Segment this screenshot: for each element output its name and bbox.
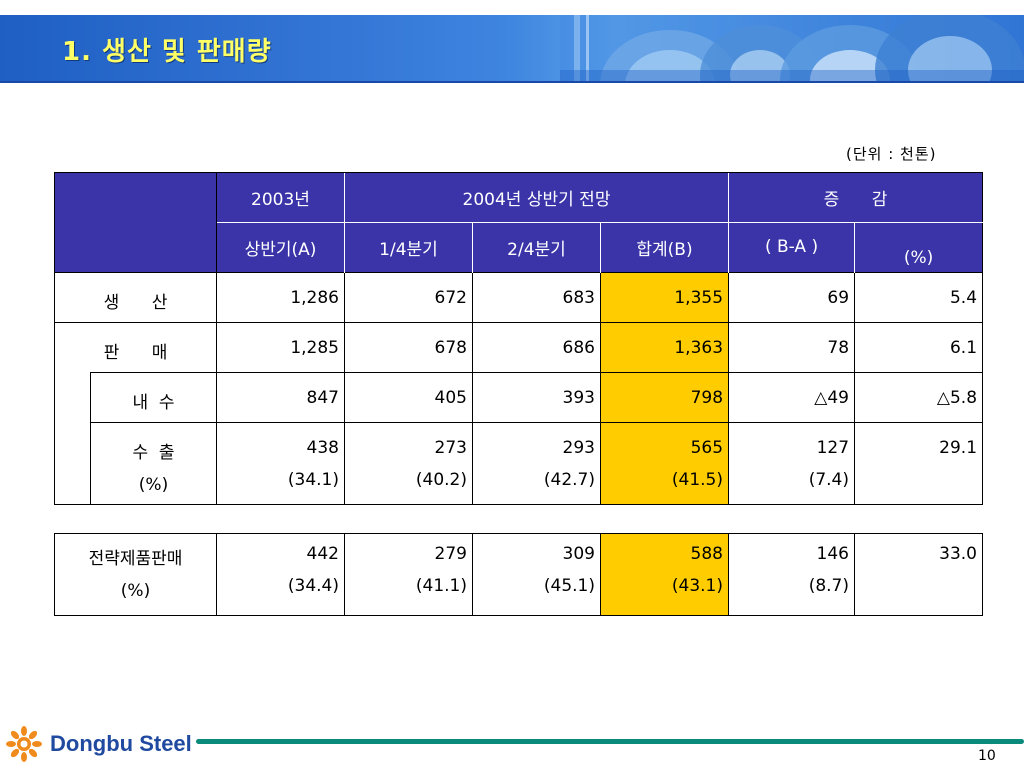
cell-production-diff: 69 xyxy=(728,272,856,323)
strategic-b: 588 xyxy=(690,544,723,564)
cell-strategic-q1: 279 (41.1) xyxy=(344,533,473,616)
strategic-label: 전략제품판매 xyxy=(88,549,183,569)
export-diff-pct: (7.4) xyxy=(808,470,850,490)
table-row-export: 수 출 (%) 438 (34.1) 273 (40.2) 293 (42.7)… xyxy=(55,422,984,505)
header-q1: 1/4분기 xyxy=(344,222,473,273)
cell-strategic-a: 442 (34.4) xyxy=(216,533,345,616)
page-number: 10 xyxy=(978,748,996,764)
export-a-pct: (34.1) xyxy=(287,470,339,490)
strategic-products-table: 전략제품판매 (%) 442 (34.4) 279 (41.1) 309 (45… xyxy=(54,533,983,616)
export-diff: 127 xyxy=(816,438,850,458)
cell-sales-pct: 6.1 xyxy=(854,322,984,373)
export-label: 수 출 xyxy=(132,443,175,463)
header-total-b: 합계(B) xyxy=(599,222,729,273)
header-2003: 2003년 xyxy=(216,172,345,223)
brand-name: Dongbu Steel xyxy=(50,731,192,756)
row-label-domestic: 내 수 xyxy=(90,372,217,423)
strategic-b-pct: (43.1) xyxy=(671,576,723,596)
corner-header xyxy=(54,172,217,273)
production-sales-table: 2003년 2004년 상반기 전망 증 감 상반기(A) 1/4분기 2/4분… xyxy=(54,172,984,505)
export-q1: 273 xyxy=(434,438,467,458)
cell-sales-q1: 678 xyxy=(344,322,473,373)
footer-line xyxy=(196,739,1024,744)
header-banner: 1. 생산 및 판매량 xyxy=(0,15,1024,83)
cell-sales-a: 1,285 xyxy=(216,322,345,373)
cell-domestic-diff: △49 xyxy=(728,372,856,423)
header-b-minus-a: ( B-A ) xyxy=(728,222,855,273)
cell-domestic-q2: 393 xyxy=(472,372,601,423)
cell-export-q2: 293 (42.7) xyxy=(472,422,601,505)
steel-coil-image xyxy=(560,15,1024,83)
header-first-half-a: 상반기(A) xyxy=(216,222,345,273)
row-label-export: 수 출 (%) xyxy=(90,422,217,505)
row-label-production: 생 산 xyxy=(54,272,217,323)
strategic-q1: 279 xyxy=(434,544,467,564)
header-pct: (%) xyxy=(854,222,984,273)
strategic-diff-pct: (8.7) xyxy=(808,576,849,596)
cell-production-q1: 672 xyxy=(344,272,473,323)
strategic-diff: 146 xyxy=(816,544,849,564)
strategic-q2: 309 xyxy=(562,544,595,564)
export-a: 438 xyxy=(306,438,339,458)
cell-export-q1: 273 (40.2) xyxy=(344,422,473,505)
page-title: 1. 생산 및 판매량 xyxy=(62,37,272,67)
cell-strategic-diff: 146 (8.7) xyxy=(728,533,855,616)
cell-production-q2: 683 xyxy=(472,272,601,323)
header-row-2: 상반기(A) 1/4분기 2/4분기 합계(B) ( B-A ) (%) xyxy=(55,222,984,273)
row-label-strategic: 전략제품판매 (%) xyxy=(54,533,217,616)
cell-production-pct: 5.4 xyxy=(854,272,984,323)
strategic-q2-pct: (45.1) xyxy=(543,576,595,596)
cell-export-pct: 29.1 xyxy=(854,422,984,505)
cell-strategic-b: 588 (43.1) xyxy=(600,533,729,616)
cell-domestic-a: 847 xyxy=(216,372,345,423)
strategic-pct-label: (%) xyxy=(120,581,151,601)
export-q2-pct: (42.7) xyxy=(543,470,595,490)
cell-domestic-q1: 405 xyxy=(344,372,473,423)
cell-strategic-q2: 309 (45.1) xyxy=(472,533,601,616)
export-pct-label: (%) xyxy=(138,475,169,495)
cell-sales-q2: 686 xyxy=(472,322,601,373)
export-q2: 293 xyxy=(562,438,595,458)
cell-export-b: 565 (41.5) xyxy=(599,422,730,505)
export-b: 565 xyxy=(690,438,724,458)
header-q2: 2/4분기 xyxy=(472,222,601,273)
cell-export-a: 438 (34.1) xyxy=(216,422,345,505)
header-row-1: 2003년 2004년 상반기 전망 증 감 xyxy=(54,172,984,273)
export-b-pct: (41.5) xyxy=(671,470,724,490)
row-label-sales: 판 매 xyxy=(54,322,217,373)
cell-production-a: 1,286 xyxy=(216,272,345,323)
export-pct: 29.1 xyxy=(939,438,978,458)
cell-domestic-b: 798 xyxy=(599,372,730,423)
cell-production-b: 1,355 xyxy=(599,272,730,323)
header-divider xyxy=(0,81,1024,83)
cell-domestic-pct: △5.8 xyxy=(854,372,984,423)
strategic-q1-pct: (41.1) xyxy=(415,576,467,596)
strategic-a-pct: (34.4) xyxy=(287,576,339,596)
strategic-a: 442 xyxy=(306,544,339,564)
table-row-production: 생 산 1,286 672 683 1,355 69 5.4 xyxy=(54,272,984,323)
header-change: 증 감 xyxy=(728,172,984,223)
strategic-pct: 33.0 xyxy=(939,544,977,564)
cell-sales-b: 1,363 xyxy=(599,322,730,373)
table-row-strategic: 전략제품판매 (%) 442 (34.4) 279 (41.1) 309 (45… xyxy=(54,533,983,616)
table-row-domestic: 내 수 847 405 393 798 △49 △5.8 xyxy=(54,372,984,505)
dongbu-sun-logo-icon xyxy=(6,726,42,762)
cell-sales-diff: 78 xyxy=(728,322,856,373)
unit-label: (단위 : 천톤) xyxy=(846,145,937,163)
table-row-sales: 판 매 1,285 678 686 1,363 78 6.1 xyxy=(54,322,984,373)
export-q1-pct: (40.2) xyxy=(415,470,467,490)
cell-strategic-pct: 33.0 xyxy=(854,533,983,616)
cell-export-diff: 127 (7.4) xyxy=(728,422,856,505)
indent-spacer xyxy=(54,372,91,505)
header-2004-forecast: 2004년 상반기 전망 xyxy=(343,172,729,223)
